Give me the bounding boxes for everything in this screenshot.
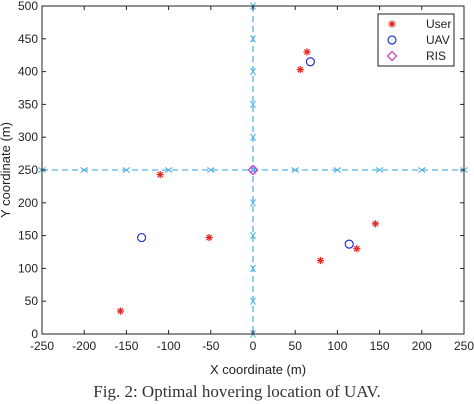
legend-label-user: User [426,17,451,31]
y-axis-label: Y coordinate (m) [0,122,13,218]
legend-marker-uav [387,35,397,45]
legend: User UAV RIS [377,13,455,67]
user-point [205,233,213,242]
ris-point [247,164,259,176]
y-tick-label: 450 [18,32,38,46]
user-point [353,245,361,253]
grid-marker [250,67,256,76]
x-tick-label: 50 [289,339,303,353]
y-tick-label: 200 [18,196,38,210]
series-user [116,48,379,315]
grid-marker [164,167,173,173]
x-tick-label: 0 [250,339,257,353]
y-tick-label: 250 [18,163,38,177]
series-uav [136,57,354,249]
y-tick-label: 50 [25,294,39,308]
grid-marker [250,297,256,306]
uav-point [305,57,315,67]
uav-point [344,239,354,249]
grid-marker [333,167,342,173]
series-ris [247,164,259,176]
axes: -250 -200 -150 -100 -50 0 50 100 150 200 250 0 50 100… [0,0,474,377]
x-tick-label: 200 [412,339,432,353]
grid-marker [375,167,384,173]
grid-marker [250,264,256,273]
y-tick-label: 150 [18,229,38,243]
y-tick-label: 500 [18,0,38,13]
user-point [371,220,379,228]
legend-marker-user [388,20,396,28]
legend-marker-ris [386,50,398,62]
grid-marker [417,167,426,173]
x-tick-label: -150 [114,339,138,353]
user-point [156,170,164,179]
x-tick-label: 150 [370,339,390,353]
x-tick-label: -200 [72,339,96,353]
grid-marker [250,34,256,43]
legend-label-uav: UAV [426,33,450,47]
x-tick-label: -250 [30,339,54,353]
y-tick-label: 350 [18,97,38,111]
x-tick-label: 100 [327,339,347,353]
data-points [116,48,379,315]
grid-marker [250,100,256,109]
legend-label-ris: RIS [426,49,446,63]
y-tick-label: 300 [18,130,38,144]
grid-marker [250,231,256,240]
x-tick-label: 250 [454,339,474,353]
grid-marker [206,167,215,173]
x-tick-label: -50 [202,339,220,353]
y-tick-label: 400 [18,65,38,79]
grid-marker [250,133,256,142]
y-tick-label: 100 [18,261,38,275]
user-point [303,48,311,56]
user-point [316,256,325,265]
y-tick-label: 0 [31,327,38,341]
user-point [116,307,125,315]
grid-marker [122,167,131,173]
grid-marker [80,167,89,173]
uav-point [136,232,147,243]
figure-caption: Fig. 2: Optimal hovering location of UAV… [93,382,381,401]
x-axis-label: X coordinate (m) [210,362,306,377]
grid-marker [291,167,300,173]
user-point [296,66,304,74]
x-tick-label: -100 [157,339,181,353]
grid-marker [250,198,256,207]
